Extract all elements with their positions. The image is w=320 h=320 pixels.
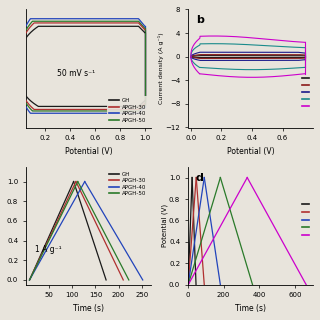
X-axis label: Time (s): Time (s) (235, 304, 266, 313)
Text: 1 A g⁻¹: 1 A g⁻¹ (35, 245, 61, 254)
Legend: , , , , : , , , , (301, 202, 311, 238)
Text: 50 mV s⁻¹: 50 mV s⁻¹ (57, 69, 95, 78)
Legend: , , , , : , , , , (301, 75, 311, 109)
Legend: GH, APGH-30, APGH-40, APGH-50: GH, APGH-30, APGH-40, APGH-50 (107, 96, 148, 125)
Y-axis label: Potential (V): Potential (V) (161, 204, 168, 247)
Text: d: d (195, 173, 203, 183)
Legend: GH, APGH-30, APGH-40, APGH-50: GH, APGH-30, APGH-40, APGH-50 (107, 170, 148, 198)
Y-axis label: Current density (A g⁻¹): Current density (A g⁻¹) (158, 33, 164, 104)
X-axis label: Potential (V): Potential (V) (227, 147, 274, 156)
X-axis label: Time (s): Time (s) (73, 304, 104, 313)
Text: b: b (196, 15, 204, 25)
X-axis label: Potential (V): Potential (V) (65, 147, 112, 156)
